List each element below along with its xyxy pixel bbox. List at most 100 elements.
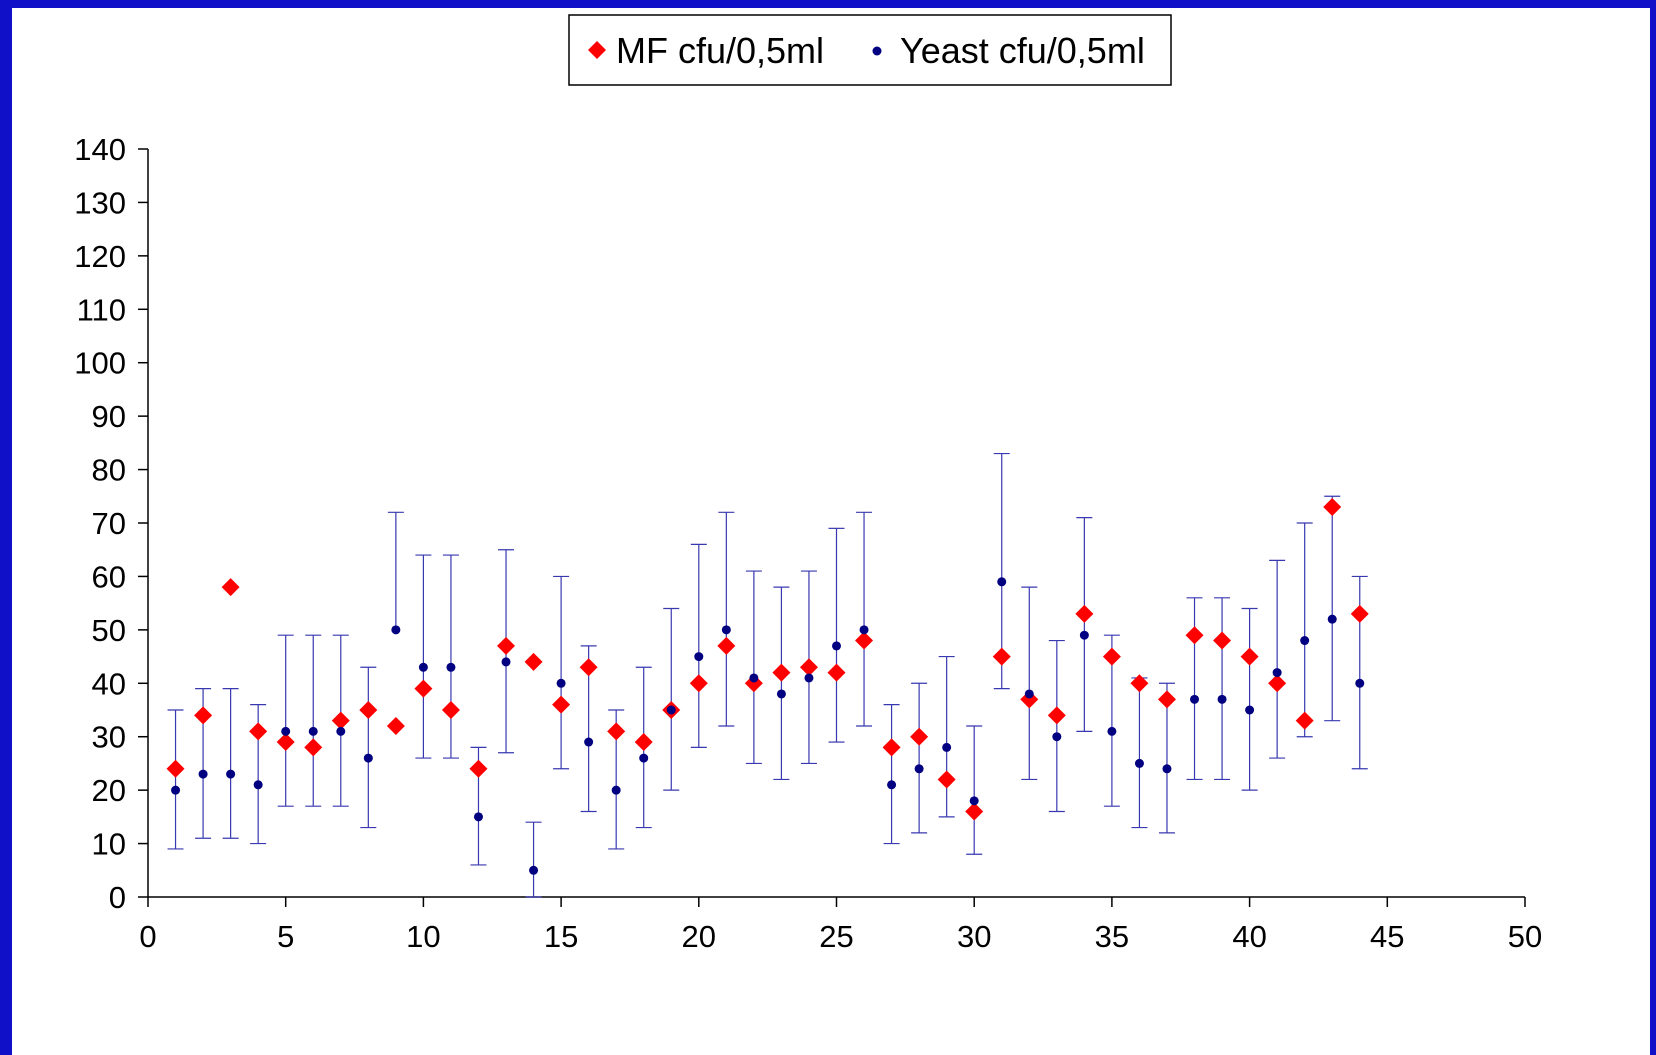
- mf-point: [827, 663, 846, 682]
- mf-point: [1130, 674, 1149, 693]
- x-tick-label: 35: [1095, 919, 1129, 954]
- yeast-point: [418, 662, 428, 672]
- mf-point: [992, 647, 1011, 666]
- mf-point: [689, 674, 708, 693]
- yeast-point: [584, 737, 594, 747]
- mf-point: [882, 738, 901, 757]
- yeast-point: [776, 689, 786, 699]
- data-points: [166, 497, 1369, 875]
- y-tick-label: 60: [92, 559, 126, 594]
- y-tick-label: 130: [74, 185, 126, 220]
- mf-point: [386, 717, 405, 736]
- yeast-point: [694, 652, 704, 662]
- legend-marker-yeast: [872, 46, 882, 56]
- legend-label-mf: MF cfu/0,5ml: [616, 30, 824, 71]
- mf-point: [1240, 647, 1259, 666]
- mf-point: [579, 658, 598, 677]
- mf-point: [469, 759, 488, 778]
- yeast-point: [473, 812, 483, 822]
- mf-point: [276, 733, 295, 752]
- y-tick-label: 20: [92, 773, 126, 808]
- mf-point: [855, 631, 874, 650]
- mf-point: [221, 578, 240, 597]
- yeast-point: [253, 780, 263, 790]
- legend-label-yeast: Yeast cfu/0,5ml: [900, 30, 1145, 71]
- yeast-point: [1327, 614, 1337, 624]
- x-tick-label: 20: [682, 919, 716, 954]
- mf-point: [607, 722, 626, 741]
- y-tick-label: 50: [92, 613, 126, 648]
- mf-point: [1157, 690, 1176, 709]
- yeast-point: [611, 785, 621, 795]
- error-bars: [167, 452, 1368, 898]
- yeast-point: [1272, 668, 1282, 678]
- y-tick-label: 0: [109, 880, 126, 915]
- mf-point: [552, 695, 571, 714]
- x-tick-label: 0: [139, 919, 156, 954]
- yeast-point: [914, 764, 924, 774]
- y-tick-label: 90: [92, 399, 126, 434]
- legend: MF cfu/0,5ml Yeast cfu/0,5ml: [568, 14, 1172, 86]
- x-tick-label: 10: [406, 919, 440, 954]
- yeast-point: [308, 726, 318, 736]
- mf-point: [1075, 604, 1094, 623]
- mf-point: [1350, 604, 1369, 623]
- yeast-point: [639, 753, 649, 763]
- yeast-point: [1190, 694, 1200, 704]
- yeast-point: [942, 742, 952, 752]
- y-tick-label: 40: [92, 666, 126, 701]
- mf-point: [717, 636, 736, 655]
- mf-point: [304, 738, 323, 757]
- mf-point: [359, 701, 378, 719]
- mf-point: [1102, 647, 1121, 666]
- mf-point: [1047, 706, 1066, 725]
- yeast-point: [391, 625, 401, 635]
- yeast-point: [804, 673, 814, 683]
- mf-point: [1185, 626, 1204, 645]
- legend-marker-mf: [588, 41, 606, 59]
- mf-point: [634, 733, 653, 752]
- x-tick-label: 40: [1232, 919, 1266, 954]
- mf-point: [194, 706, 213, 725]
- yeast-point: [1079, 630, 1089, 640]
- mf-point: [937, 770, 956, 789]
- yeast-point: [281, 726, 291, 736]
- yeast-point: [749, 673, 759, 683]
- mf-point: [799, 658, 818, 677]
- yeast-point: [336, 726, 346, 736]
- x-tick-label: 25: [819, 919, 853, 954]
- x-tick-label: 15: [544, 919, 578, 954]
- yeast-point: [1052, 732, 1062, 742]
- chart-panel: MF cfu/0,5ml Yeast cfu/0,5ml 0 10 20 30 40 50…: [12, 8, 1650, 1055]
- y-tick-label: 10: [92, 827, 126, 862]
- mf-point: [1268, 674, 1287, 693]
- yeast-point: [887, 780, 897, 790]
- yeast-point: [501, 657, 511, 667]
- mf-point: [1323, 497, 1342, 516]
- yeast-point: [1300, 636, 1310, 646]
- yeast-point: [1107, 726, 1117, 736]
- mf-point: [965, 802, 984, 821]
- x-tick-label: 5: [277, 919, 294, 954]
- mf-point: [331, 711, 350, 730]
- yeast-point: [1355, 678, 1365, 688]
- legend-box: [568, 14, 1172, 86]
- yeast-point: [1245, 705, 1255, 715]
- yeast-point: [1024, 689, 1034, 699]
- yeast-point: [832, 641, 841, 651]
- mf-point: [910, 727, 929, 746]
- mf-point: [1213, 631, 1232, 650]
- y-tick-label: 70: [92, 506, 126, 541]
- x-tick-label: 50: [1508, 919, 1542, 954]
- yeast-point: [198, 769, 208, 779]
- mf-point: [1020, 690, 1039, 709]
- y-tick-label: 80: [92, 453, 126, 488]
- mf-point: [772, 663, 791, 682]
- yeast-point: [1134, 758, 1144, 768]
- yeast-point: [997, 577, 1007, 587]
- axes: 0 10 20 30 40 50 60 70 80 90 100 110 120 130 140 0 5 10 15…: [74, 132, 1542, 954]
- yeast-point: [1217, 694, 1227, 704]
- yeast-point: [363, 753, 373, 763]
- mf-point: [744, 674, 763, 693]
